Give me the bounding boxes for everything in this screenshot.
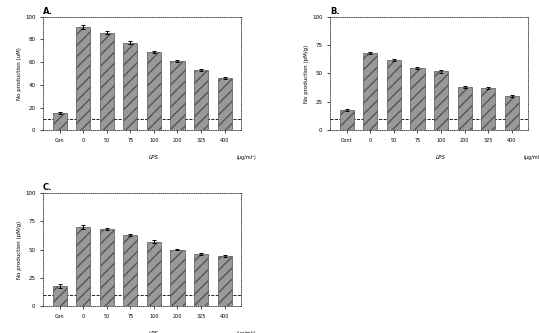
Bar: [100, 33, 114, 130]
Bar: [52, 286, 67, 306]
Bar: [170, 249, 184, 306]
Bar: [387, 60, 401, 130]
Text: (μg/ml¹): (μg/ml¹): [237, 155, 256, 160]
Text: C.: C.: [43, 183, 52, 192]
Bar: [170, 61, 184, 130]
Bar: [147, 242, 161, 306]
Bar: [340, 110, 354, 130]
Y-axis label: No production (pM/g): No production (pM/g): [305, 44, 309, 103]
Bar: [194, 70, 208, 130]
Y-axis label: No production (pM/g): No production (pM/g): [17, 220, 22, 279]
Bar: [218, 78, 232, 130]
Text: (μg/ml¹): (μg/ml¹): [523, 155, 539, 160]
Bar: [76, 227, 90, 306]
Text: LPS: LPS: [149, 331, 159, 333]
Bar: [218, 256, 232, 306]
Bar: [458, 87, 472, 130]
Bar: [76, 27, 90, 130]
Bar: [434, 71, 448, 130]
Bar: [410, 68, 425, 130]
Text: (μg/ml¹): (μg/ml¹): [237, 331, 256, 333]
Bar: [123, 235, 137, 306]
Bar: [100, 229, 114, 306]
Bar: [147, 52, 161, 130]
Text: B.: B.: [330, 7, 340, 16]
Y-axis label: No production (uM): No production (uM): [17, 47, 22, 100]
Bar: [481, 88, 495, 130]
Bar: [194, 254, 208, 306]
Bar: [52, 113, 67, 130]
Bar: [363, 53, 377, 130]
Text: LPS: LPS: [149, 155, 159, 160]
Text: A.: A.: [43, 7, 53, 16]
Bar: [123, 43, 137, 130]
Bar: [505, 96, 519, 130]
Text: LPS: LPS: [436, 155, 446, 160]
